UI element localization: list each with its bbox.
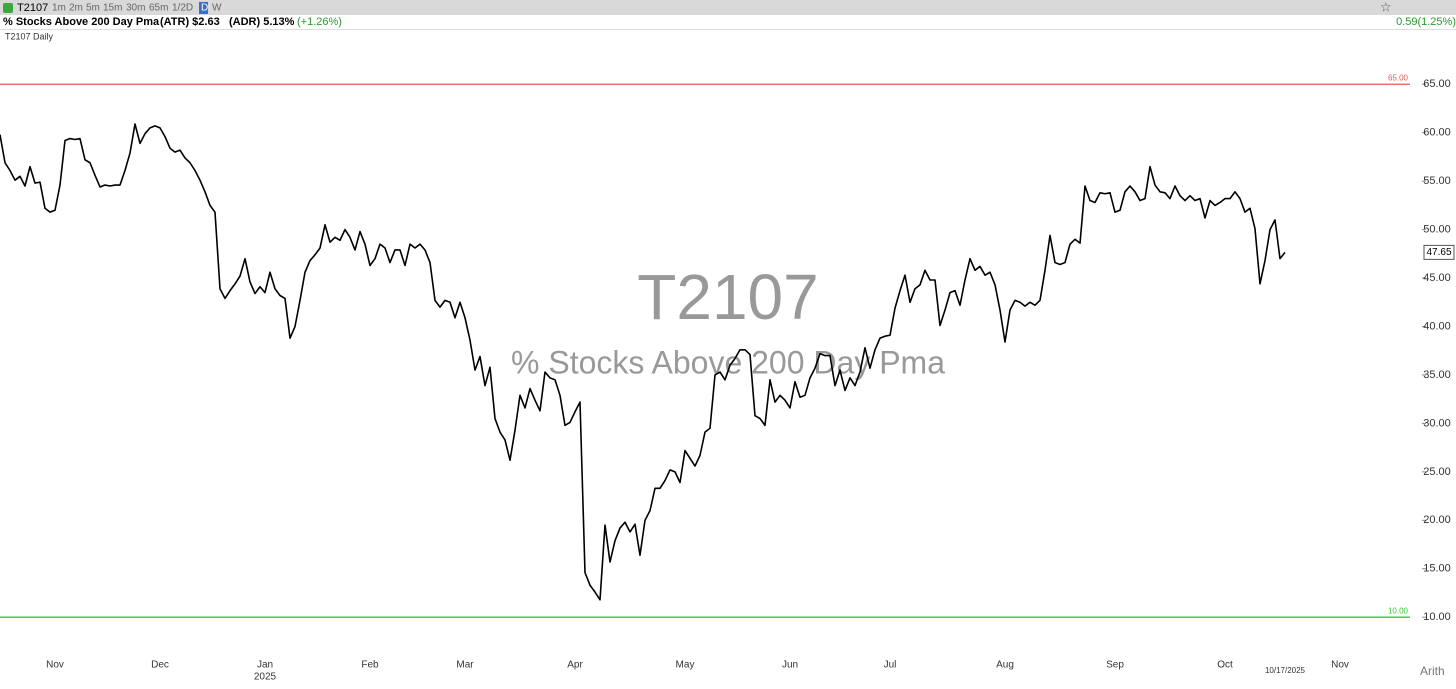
x-tick-label: Aug	[996, 660, 1014, 671]
y-tick-label: 15.00	[1423, 563, 1451, 575]
interval[interactable]: 15m	[103, 3, 122, 14]
toolbar	[0, 0, 1456, 15]
interval-active	[199, 2, 208, 14]
add-icon[interactable]	[3, 3, 13, 13]
atr: (ATR) $2.63	[160, 16, 220, 28]
interval[interactable]: 2m	[69, 3, 83, 14]
interval[interactable]: W	[212, 3, 222, 14]
x-tick-label: Nov	[46, 660, 64, 671]
last-value-box	[1423, 244, 1455, 260]
y-tick-label: 50.00	[1423, 224, 1451, 236]
change: (+1.26%)	[297, 16, 342, 28]
y-tick-label: 35.00	[1423, 369, 1451, 381]
x-tick-label: Sep	[1106, 660, 1124, 671]
interval[interactable]: 1/2D	[172, 3, 193, 14]
chart-label[interactable]: T2107 Daily	[5, 31, 54, 41]
x-tick-label: Mar	[456, 660, 474, 671]
interval[interactable]: 30m	[126, 3, 145, 14]
watermark-subtitle: % Stocks Above 200 Day Pma	[511, 344, 945, 380]
adr: (ADR) 5.13%	[229, 16, 295, 28]
y-tick-label: 40.00	[1423, 320, 1451, 332]
x-tick-label: Jul	[884, 660, 897, 671]
description: % Stocks Above 200 Day Pma	[3, 16, 160, 28]
interval[interactable]: D	[201, 3, 208, 14]
intervals: 1m 2m 5m 15m 30m 65m 1/2D D W	[52, 2, 222, 14]
y-tick-label: 10.00	[1423, 611, 1451, 623]
line	[0, 123, 1286, 601]
y-tick-label: 65.00	[1423, 78, 1451, 90]
reference-label: 65.00	[1388, 73, 1409, 82]
interval[interactable]: 1m	[52, 3, 66, 14]
year-label: 2025	[254, 672, 277, 683]
y-tick-label: 25.00	[1423, 466, 1451, 478]
interval[interactable]: 65m	[149, 3, 168, 14]
watermark-title: T2107	[637, 261, 818, 333]
x-tick-label: Jan	[257, 660, 273, 671]
x-tick-label: Apr	[567, 660, 583, 671]
y-tick-label: 55.00	[1423, 175, 1451, 187]
scale-label[interactable]: Arith	[1420, 664, 1445, 678]
x-tick-label: May	[676, 660, 695, 671]
x-tick-label: Jun	[782, 660, 798, 671]
toolbar-symbol[interactable]: T2107	[17, 2, 48, 14]
x-tick-label: Nov	[1331, 660, 1349, 671]
y-tick-label: 60.00	[1423, 127, 1451, 139]
y-tick-label: 30.00	[1423, 417, 1451, 429]
reference-label: 10.00	[1388, 606, 1409, 615]
last-value-label: 47.65	[1426, 247, 1451, 258]
y-tick-label: 20.00	[1423, 514, 1451, 526]
x-tick-label: Dec	[151, 660, 169, 671]
interval[interactable]: 5m	[86, 3, 100, 14]
right-change: 0.59(1.25%)	[1396, 16, 1456, 28]
y-tick-label: 45.00	[1423, 272, 1451, 284]
x-tick-label: 10/17/2025	[1265, 666, 1306, 675]
x-tick-label: Oct	[1217, 660, 1233, 671]
star-icon[interactable]: ☆	[1380, 0, 1392, 14]
x-tick-label: Feb	[361, 660, 379, 671]
